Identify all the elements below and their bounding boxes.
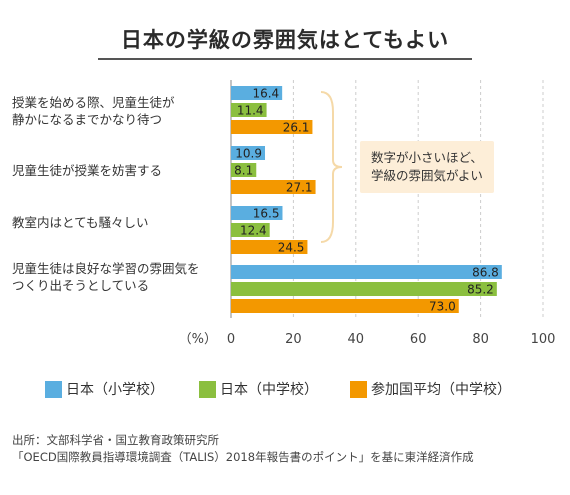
legend-item: 日本（小学校） xyxy=(45,379,164,399)
bar xyxy=(231,86,283,100)
data-label: 24.5 xyxy=(278,241,305,255)
data-label: 73.0 xyxy=(429,300,456,314)
legend: 日本（小学校） 日本（中学校） 参加国平均（中学校） xyxy=(0,379,570,403)
brace xyxy=(320,91,343,243)
legend-label: 参加国平均（中学校） xyxy=(371,382,511,398)
legend-swatch xyxy=(45,380,62,398)
data-label: 12.4 xyxy=(240,224,267,238)
data-label: 16.5 xyxy=(253,207,280,221)
legend-swatch xyxy=(199,380,216,398)
bar xyxy=(231,103,267,117)
data-label: 26.1 xyxy=(283,121,310,135)
x-tick-label: 20 xyxy=(285,332,302,347)
bar xyxy=(231,223,270,237)
x-axis-unit: （%） xyxy=(179,332,217,347)
bar xyxy=(231,163,257,177)
category-label: 児童生徒は良好な学習の雰囲気を つくり出そうとしている xyxy=(12,260,227,294)
bar xyxy=(231,282,497,296)
data-label: 16.4 xyxy=(252,87,279,101)
category-label-line: つくり出そうとしている xyxy=(12,278,150,293)
category-label-line: 授業を始める際、児童生徒が xyxy=(12,95,175,110)
title-underline xyxy=(98,58,472,60)
data-label: 11.4 xyxy=(237,104,264,118)
x-tick-label: 40 xyxy=(348,332,365,347)
bar-chart: 16.4 10.9 16.5 86.8 11.4 8.1 12.4 85.2 26.1 27.1 2… xyxy=(179,80,556,347)
chart-title: 日本の学級の雰囲気はとてもよい xyxy=(120,28,450,52)
bar xyxy=(231,265,502,279)
category-label-line: 児童生徒は良好な学習の雰囲気を xyxy=(12,261,200,276)
category-label-line: 静かになるまでかなり待つ xyxy=(12,112,163,127)
data-label: 85.2 xyxy=(467,283,494,297)
legend-label: 日本（中学校） xyxy=(220,382,318,398)
source-note: 出所：文部科学省・国立教育政策研究所 「OECD国際教員指導環境調査（TALIS… xyxy=(12,432,474,466)
bar xyxy=(231,299,459,313)
category-label: 児童生徒が授業を妨害する xyxy=(12,162,227,179)
category-label-line: 教室内はとても騒々しい xyxy=(12,215,149,230)
category-label: 教室内はとても騒々しい xyxy=(12,214,227,231)
legend-label: 日本（小学校） xyxy=(66,382,164,398)
annotation-line-2: 学級の雰囲気がよい xyxy=(371,168,483,183)
source-line-2: 「OECD国際教員指導環境調査（TALIS）2018年報告書のポイント」を基に東… xyxy=(12,450,474,464)
x-tick-label: 60 xyxy=(410,332,427,347)
source-line-1: 出所：文部科学省・国立教育政策研究所 xyxy=(12,433,219,447)
bar xyxy=(231,120,313,134)
annotation-line-1: 数字が小さいほど、 xyxy=(371,150,483,165)
x-tick-label: 0 xyxy=(227,332,235,347)
data-label: 86.8 xyxy=(472,266,499,280)
legend-item: 参加国平均（中学校） xyxy=(350,379,511,399)
x-tick-label: 80 xyxy=(472,332,489,347)
data-label: 8.1 xyxy=(234,164,253,178)
bar xyxy=(231,206,283,220)
bar xyxy=(231,240,308,254)
bar xyxy=(231,146,266,160)
category-label-line: 児童生徒が授業を妨害する xyxy=(12,163,163,178)
legend-swatch xyxy=(350,380,367,398)
legend-item: 日本（中学校） xyxy=(199,379,318,399)
x-tick-label: 100 xyxy=(531,332,556,347)
data-label: 27.1 xyxy=(286,181,313,195)
category-label: 授業を始める際、児童生徒が 静かになるまでかなり待つ xyxy=(12,94,227,128)
data-label: 10.9 xyxy=(235,147,262,161)
annotation-box: 数字が小さいほど、 学級の雰囲気がよい xyxy=(360,141,494,193)
bar xyxy=(231,180,316,194)
